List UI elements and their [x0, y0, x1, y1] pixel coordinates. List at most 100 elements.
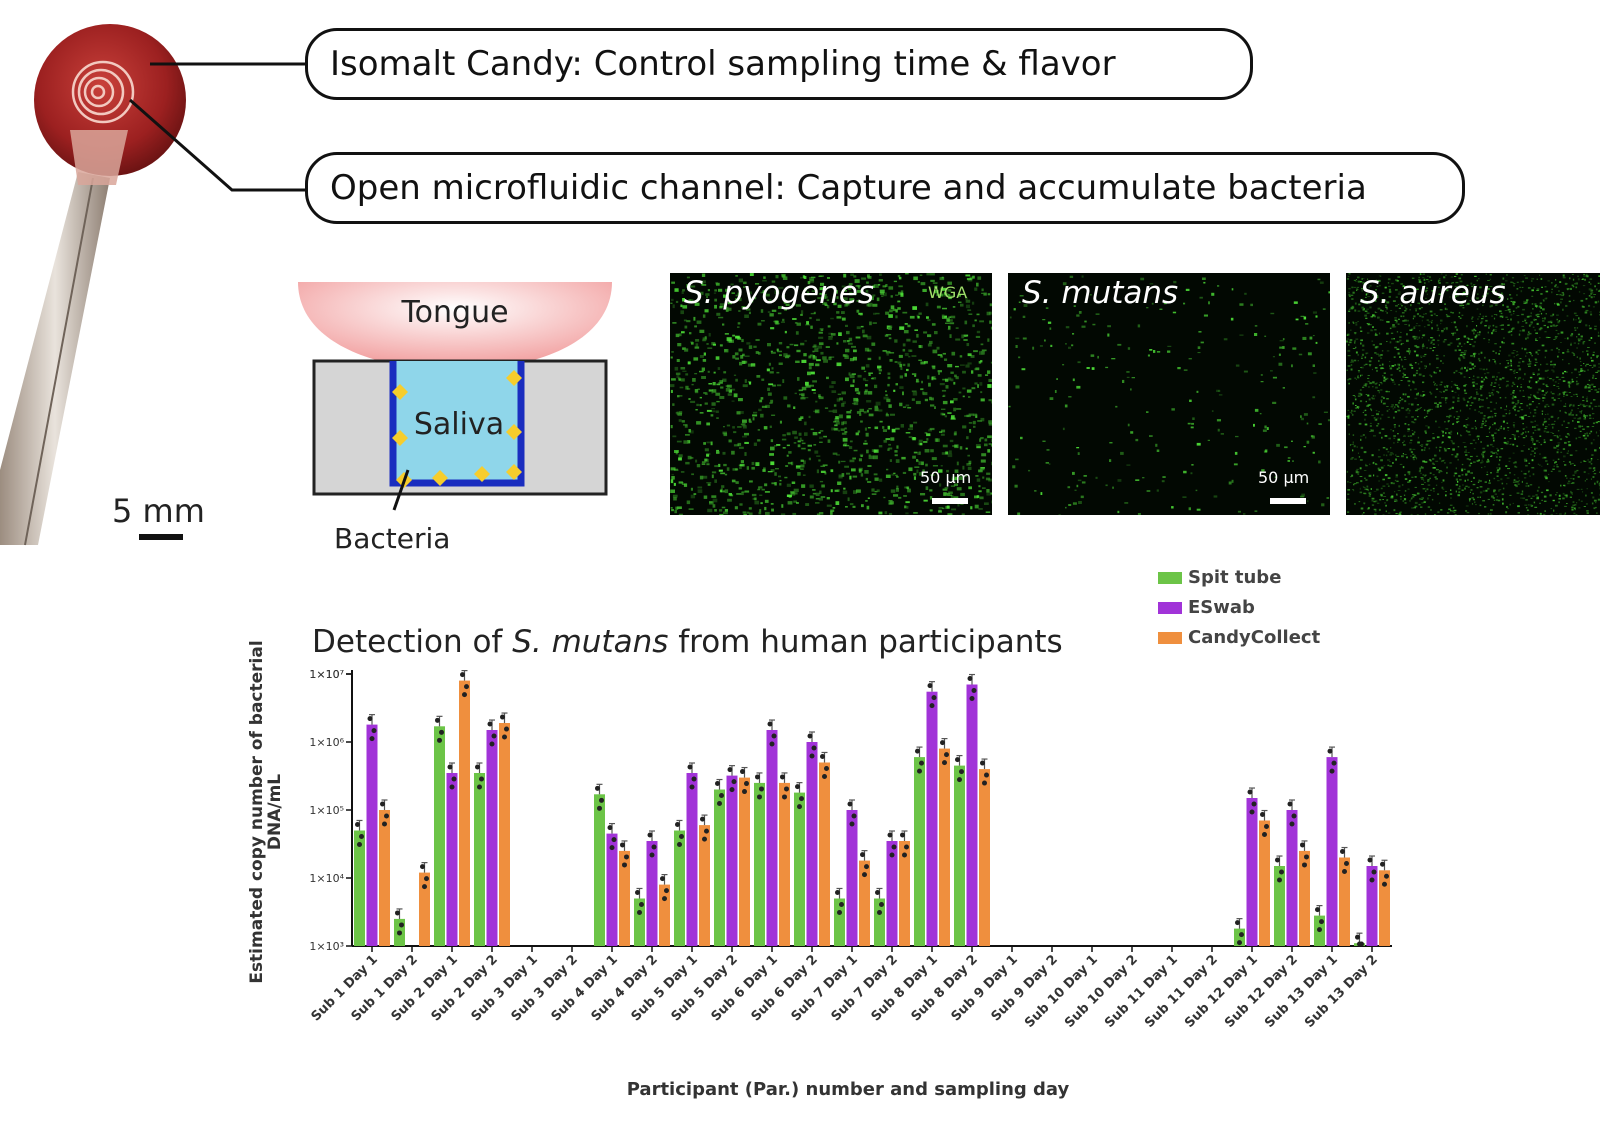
- speckle: [895, 294, 899, 296]
- speckle: [786, 454, 789, 457]
- speckle: [917, 451, 921, 455]
- speckle: [1360, 438, 1362, 441]
- speckle: [1466, 284, 1469, 286]
- speckle: [1374, 500, 1378, 503]
- speckle: [948, 316, 952, 318]
- speckle: [798, 432, 802, 436]
- speckle: [1520, 450, 1524, 452]
- speckle: [1494, 412, 1497, 414]
- speckle: [1351, 457, 1354, 459]
- speckle: [1020, 436, 1023, 440]
- speckle: [1130, 388, 1132, 391]
- speckle: [1442, 479, 1445, 482]
- speckle: [1533, 501, 1536, 504]
- speckle: [1567, 381, 1571, 384]
- speckle: [1421, 502, 1424, 504]
- candy-callout: Isomalt Candy: Control sampling time & f…: [305, 28, 1253, 100]
- speckle: [975, 367, 980, 370]
- speckle: [1452, 506, 1455, 509]
- speckle: [1507, 331, 1510, 334]
- legend-label: CandyCollect: [1188, 627, 1321, 648]
- speckle: [1360, 367, 1363, 368]
- speckle: [1350, 413, 1353, 414]
- speckle: [1410, 388, 1412, 391]
- speckle: [1421, 316, 1424, 318]
- speckle: [1358, 392, 1362, 395]
- speckle: [1589, 417, 1592, 419]
- data-point: [451, 776, 457, 782]
- speckle: [1068, 504, 1072, 506]
- speckle: [1363, 410, 1366, 412]
- speckle: [902, 363, 906, 367]
- speckle: [1486, 460, 1489, 463]
- speckle: [1109, 442, 1113, 444]
- speckle: [1490, 410, 1493, 412]
- speckle: [868, 413, 874, 417]
- speckle: [1072, 378, 1075, 382]
- speckle: [1390, 332, 1394, 334]
- speckle: [938, 507, 944, 509]
- speckle: [1527, 485, 1530, 487]
- speckle: [988, 420, 992, 424]
- speckle: [986, 311, 991, 316]
- speckle: [708, 389, 714, 392]
- speckle: [1398, 401, 1401, 404]
- speckle: [1395, 296, 1398, 298]
- speckle: [1478, 278, 1480, 280]
- speckle: [757, 488, 761, 491]
- speckle: [751, 297, 757, 300]
- speckle: [1384, 310, 1387, 312]
- speckle: [1479, 480, 1482, 482]
- speckle: [1374, 513, 1377, 515]
- speckle: [1514, 438, 1516, 440]
- data-point: [664, 888, 669, 894]
- speckle: [1081, 325, 1086, 328]
- speckle: [929, 496, 933, 500]
- spiral-channel-icon: [71, 60, 135, 124]
- speckle: [1191, 422, 1194, 425]
- bar: [859, 860, 870, 946]
- speckle: [1463, 385, 1466, 387]
- speckle: [722, 451, 726, 455]
- speckle: [1414, 397, 1418, 400]
- speckle: [888, 314, 893, 318]
- speckle: [1387, 278, 1391, 281]
- speckle: [724, 489, 729, 494]
- speckle: [1477, 357, 1480, 360]
- speckle: [1496, 376, 1498, 378]
- speckle: [1590, 337, 1593, 339]
- speckle: [1590, 492, 1593, 494]
- speckle: [1581, 305, 1584, 308]
- speckle: [1044, 339, 1046, 342]
- speckle: [985, 374, 989, 376]
- speckle: [673, 482, 676, 486]
- speckle: [1484, 325, 1487, 327]
- speckle: [1573, 507, 1576, 509]
- speckle: [1534, 447, 1536, 450]
- speckle: [1473, 352, 1476, 354]
- speckle: [1559, 294, 1562, 296]
- speckle: [1588, 386, 1591, 389]
- speckle: [1436, 403, 1440, 406]
- speckle: [1463, 356, 1466, 359]
- speckle: [1493, 489, 1496, 492]
- speckle: [742, 425, 747, 429]
- micrograph-s-aureus: S. aureus: [1346, 273, 1600, 515]
- speckle: [731, 292, 735, 294]
- speckle: [1042, 440, 1046, 442]
- bar: [486, 730, 498, 946]
- speckle: [782, 379, 785, 383]
- speckle: [734, 352, 739, 356]
- speckle: [1382, 492, 1385, 494]
- speckle: [672, 322, 677, 324]
- speckle: [766, 368, 770, 372]
- speckle: [1420, 472, 1422, 474]
- speckle: [808, 362, 814, 366]
- speckle: [1404, 474, 1406, 476]
- speckle: [1504, 366, 1508, 369]
- speckle: [1413, 315, 1416, 318]
- speckle: [1524, 373, 1526, 376]
- speckle: [686, 320, 691, 323]
- speckle: [1183, 470, 1187, 474]
- speckle: [1364, 314, 1367, 317]
